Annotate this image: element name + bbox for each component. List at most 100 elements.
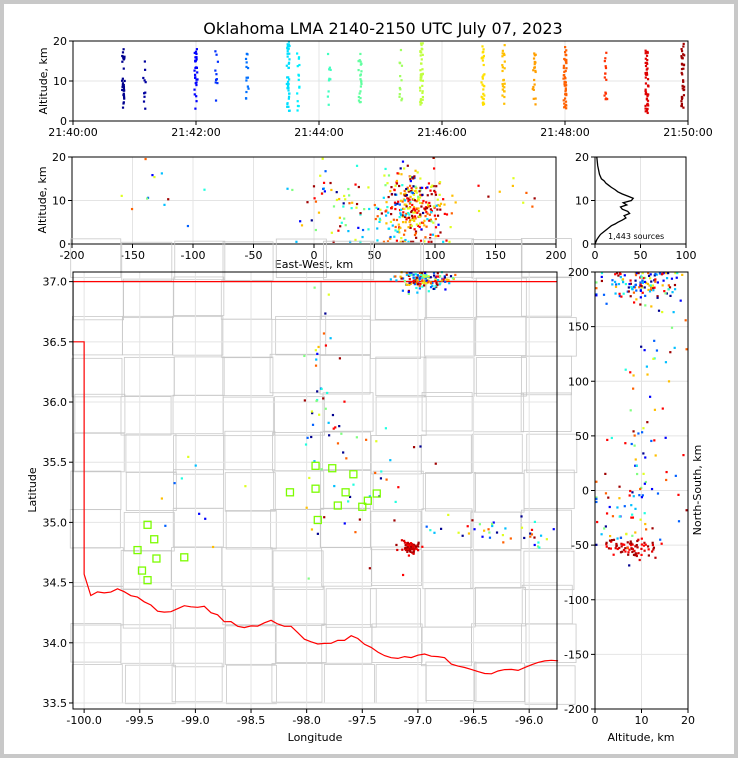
plan-view-point [352,483,355,486]
time-height-point [481,83,484,86]
x-tick-label: 150 [485,249,506,262]
time-height-point [604,65,607,68]
time-height-point [483,94,486,97]
x-tick-label: 21:46:00 [417,126,466,139]
plan-view-point [322,397,325,400]
east-west-point [393,201,397,204]
time-height-point [563,102,566,105]
east-west-point [355,164,359,167]
time-height-point [296,100,299,103]
east-west-point [378,217,381,220]
plan-view-point [412,549,416,552]
plan-view-point [491,522,494,526]
east-west-point [411,191,414,195]
plan-view-point [318,413,321,416]
station-marker [311,484,320,493]
time-height-point [647,85,650,88]
north-south-point [607,496,610,499]
east-west-point [401,214,404,217]
time-height-point [644,57,647,60]
north-south-point [644,276,647,280]
altitude-histogram-panel: 0 50 100 0 10 20 1,443 sources [575,151,697,262]
north-south-point [636,546,639,549]
plan-view-point [401,289,405,292]
plan-view-point [324,407,327,410]
y-tick-label: 35.0 [43,516,68,529]
east-west-point [367,228,370,231]
plan-view-point [313,286,316,289]
east-west-point [430,240,433,243]
north-south-point [620,545,623,548]
north-south-point [618,515,621,518]
plan-view-point [530,533,534,536]
plan-view-point [403,279,406,283]
north-south-point [626,541,629,544]
plan-view-point [326,391,329,395]
plan-view-point [539,534,543,537]
east-west-point [443,203,446,206]
time-height-point [121,106,125,109]
time-height-point [503,95,506,99]
plan-view-point [405,271,408,274]
time-height-point [482,88,485,91]
time-height-point [327,79,331,82]
time-height-point [288,78,291,81]
plan-view-point [395,543,398,547]
east-west-point [427,240,430,243]
north-south-point [611,279,614,282]
north-south-point [615,271,619,275]
time-height-point [360,70,363,73]
plan-view-point [410,271,413,275]
east-west-point [409,175,412,178]
time-height-point [287,89,290,92]
plan-view-point [416,276,419,279]
east-west-point [409,179,412,183]
time-height-point [503,44,506,47]
time-height-point [501,52,504,55]
time-height-point [680,50,684,53]
plan-view-point [384,427,388,430]
east-west-point [430,185,433,189]
east-west-point [426,218,429,221]
north-south-point [639,487,642,491]
north-south-point [661,310,664,314]
plan-ylabel: Latitude [26,467,39,513]
time-height-point [123,79,126,83]
plan-view-point [345,457,348,460]
east-west-point [423,219,426,222]
east-west-point [413,233,417,237]
time-height-point [245,65,248,69]
east-west-point [385,222,388,225]
north-south-point [630,547,633,550]
north-south-point [619,536,623,539]
east-west-point [432,185,435,188]
time-height-point [246,66,250,70]
plan-view-point [394,275,397,278]
time-height-point [419,78,422,81]
time-height-point [682,42,685,46]
north-south-point [640,553,643,557]
north-south-point [608,539,612,542]
plan-view-point [399,275,402,278]
time-height-point [680,97,684,101]
plan-view-point [483,529,486,532]
north-south-point [621,281,625,284]
time-height-point [482,63,485,67]
north-south-point [642,427,645,430]
north-south-point [663,290,666,293]
east-west-point [437,223,440,226]
north-south-point [619,551,623,554]
plan-view-point [407,554,411,557]
plan-view-point [316,532,319,535]
east-west-point [414,211,417,214]
plan-view-point [412,547,415,550]
time-height-point [533,63,536,66]
east-west-point [426,194,429,197]
plan-view-point [424,277,427,280]
plan-view-point [412,279,415,282]
time-height-point [123,89,126,92]
plan-view-point [424,274,427,277]
time-height-point [194,76,197,79]
x-tick-label: -200 [60,249,85,262]
east-west-point [389,190,392,193]
